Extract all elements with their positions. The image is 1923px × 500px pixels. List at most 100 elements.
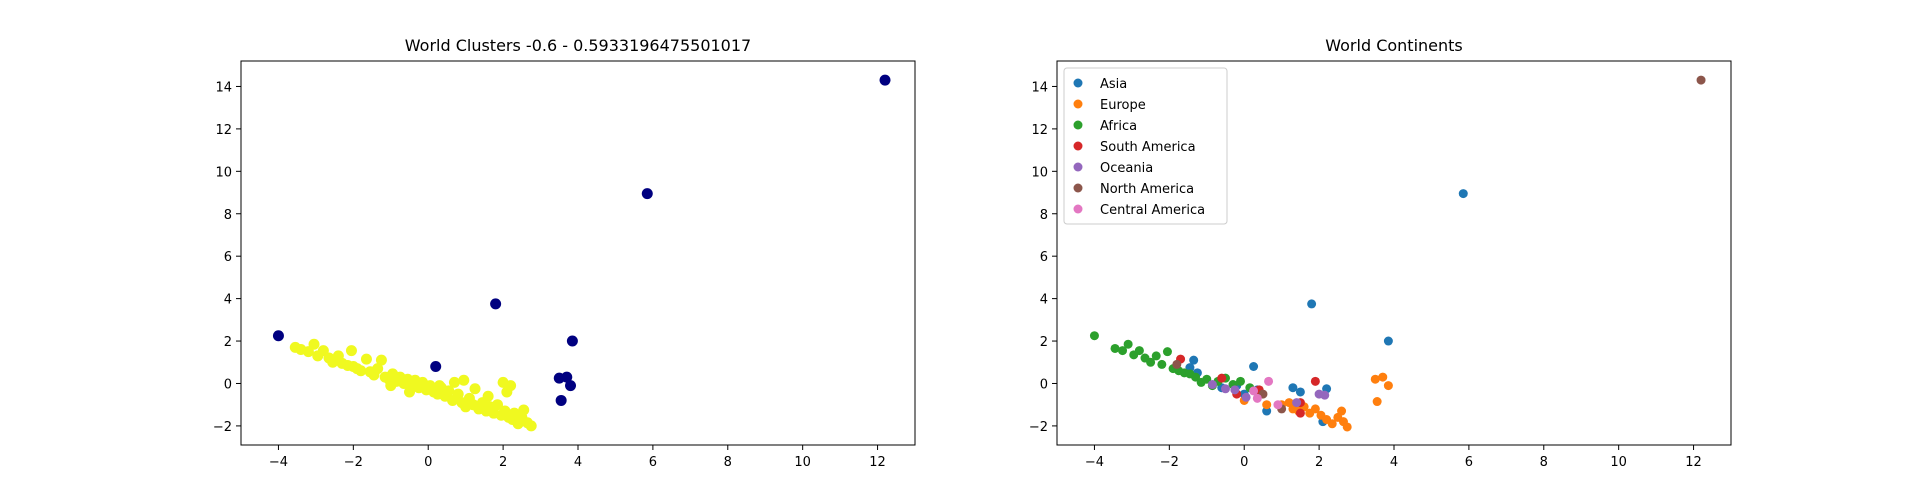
x-tick-label: 4: [574, 455, 582, 470]
y-tick-label: 12: [215, 123, 232, 138]
y-tick-label: 6: [1040, 250, 1048, 265]
data-point: [1118, 346, 1128, 356]
data-point: [1310, 404, 1320, 414]
data-point: [518, 404, 530, 416]
data-point: [641, 188, 653, 200]
x-tick-label: 8: [1540, 455, 1548, 470]
x-tick-label: 0: [1240, 455, 1248, 470]
data-point: [1241, 392, 1251, 402]
legend-label: South America: [1100, 140, 1196, 155]
y-tick-label: 4: [1040, 293, 1048, 308]
data-point: [491, 399, 503, 411]
data-point: [1320, 390, 1330, 400]
x-tick-label: −2: [1160, 455, 1179, 470]
data-point: [1284, 398, 1294, 408]
data-point: [404, 386, 415, 398]
data-point: [1151, 351, 1161, 361]
y-tick-label: 2: [224, 335, 232, 350]
data-point: [1172, 359, 1182, 369]
data-point: [1191, 372, 1201, 382]
data-point: [566, 335, 578, 347]
legend-label: Europe: [1100, 98, 1146, 113]
data-point: [1249, 362, 1259, 372]
data-point: [469, 383, 481, 395]
cluster-plot: World Clusters -0.6 - 0.5933196475501017…: [213, 36, 916, 470]
data-point: [308, 338, 320, 350]
data-point: [433, 380, 445, 392]
y-tick-label: 8: [1040, 208, 1048, 223]
cluster-plot-frame: [240, 60, 916, 446]
data-point: [1089, 331, 1099, 341]
x-tick-label: 0: [424, 455, 432, 470]
x-tick-label: 12: [1685, 455, 1702, 470]
data-point: [1310, 376, 1320, 386]
data-point: [1146, 357, 1156, 367]
data-point: [385, 380, 397, 392]
data-point: [1202, 374, 1212, 384]
continent-plot: World Continents −4 −2 0 2 4 6 8 10 12 −2 0 2 4 6 8 10 1…: [1029, 36, 1732, 470]
data-point: [482, 390, 494, 402]
data-point: [1295, 408, 1305, 418]
y-tick-label: −2: [1029, 420, 1048, 435]
y-tick-label: 0: [224, 377, 232, 392]
data-point: [1162, 347, 1172, 357]
legend-label: North America: [1100, 182, 1194, 197]
data-point: [1217, 373, 1227, 383]
data-point: [1458, 189, 1468, 199]
data-point: [561, 371, 573, 383]
data-point: [360, 353, 372, 365]
data-point: [452, 388, 464, 400]
data-point: [430, 361, 442, 373]
data-point: [525, 420, 537, 432]
legend-label: Central America: [1100, 203, 1205, 218]
data-point: [1292, 398, 1302, 408]
data-point: [1134, 346, 1144, 356]
x-tick-label: 10: [1610, 455, 1627, 470]
legend-box: [1063, 67, 1228, 225]
legend-marker: [1073, 120, 1083, 130]
data-point: [1337, 406, 1347, 416]
data-point: [1383, 336, 1393, 346]
y-tick-label: 12: [1031, 123, 1048, 138]
data-point: [1235, 376, 1245, 386]
legend-marker: [1073, 204, 1083, 214]
data-point: [1372, 397, 1382, 407]
data-point: [345, 345, 357, 357]
data-point: [1207, 380, 1217, 390]
data-point: [505, 380, 517, 392]
data-point: [1295, 387, 1305, 397]
data-point: [1221, 384, 1230, 394]
data-point: [555, 394, 567, 406]
data-point: [565, 380, 577, 392]
data-point: [490, 298, 502, 310]
data-point: [443, 385, 455, 397]
legend-marker: [1073, 99, 1083, 109]
data-point: [879, 74, 891, 86]
x-tick-label: 8: [724, 455, 732, 470]
data-point: [1157, 359, 1167, 369]
data-point: [375, 354, 387, 366]
y-tick-label: 0: [1040, 377, 1048, 392]
x-tick-label: 6: [1465, 455, 1473, 470]
x-tick-label: 4: [1390, 455, 1398, 470]
y-tick-label: 6: [224, 250, 232, 265]
x-tick-label: −4: [1085, 455, 1104, 470]
data-point: [1249, 386, 1259, 396]
data-point: [1264, 376, 1274, 386]
legend-marker: [1073, 141, 1083, 151]
data-point: [1383, 381, 1393, 391]
legend-marker: [1073, 183, 1083, 193]
data-point: [1262, 406, 1272, 416]
x-tick-label: −2: [344, 455, 363, 470]
data-point: [1327, 419, 1337, 429]
x-tick-label: −4: [269, 455, 288, 470]
x-tick-label: 2: [1315, 455, 1323, 470]
data-point: [1288, 383, 1298, 393]
legend-label: Asia: [1100, 77, 1127, 92]
data-point: [1342, 422, 1352, 432]
data-point: [1696, 75, 1706, 85]
data-point: [448, 376, 460, 388]
cluster-plot-title: World Clusters -0.6 - 0.5933196475501017: [405, 36, 751, 55]
data-point: [1273, 400, 1283, 410]
legend: Asia Europe Africa South America Oceania Nort…: [1063, 67, 1228, 225]
